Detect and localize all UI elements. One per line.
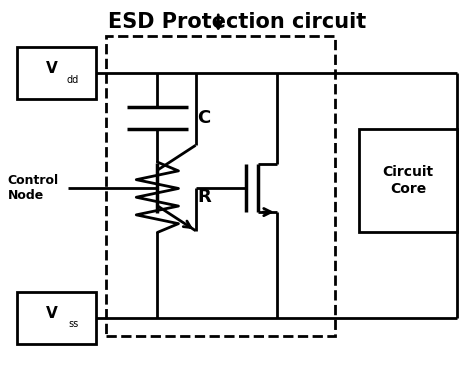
- Text: dd: dd: [67, 75, 79, 85]
- Text: V: V: [46, 61, 58, 76]
- Bar: [17, 292, 97, 344]
- Text: ss: ss: [68, 319, 78, 329]
- Text: Control
Node: Control Node: [8, 174, 59, 202]
- Bar: [106, 36, 336, 336]
- Text: ESD Protection circuit: ESD Protection circuit: [108, 12, 366, 32]
- Text: Circuit
Core: Circuit Core: [383, 165, 434, 196]
- Bar: [17, 47, 97, 99]
- Text: R: R: [197, 188, 211, 206]
- Text: C: C: [197, 109, 210, 127]
- Bar: [359, 129, 457, 232]
- Text: V: V: [46, 306, 58, 321]
